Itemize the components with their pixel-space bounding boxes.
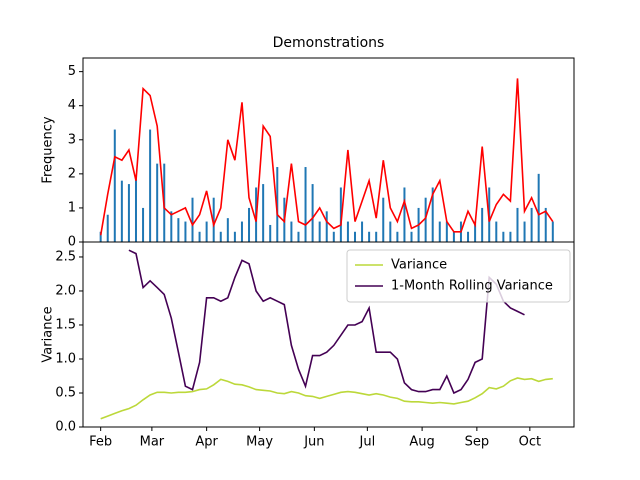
bar [544,207,547,242]
y-tick-label: 2.0 [55,283,76,298]
bar [120,180,123,242]
bar [537,173,540,242]
legend-box [346,249,571,303]
axes-frame [82,241,575,428]
bar [389,221,392,242]
bar [127,184,130,242]
bar [495,221,498,242]
bar [106,214,109,242]
bar [368,231,371,242]
y-tick-label: 1 [68,200,76,215]
bar [452,231,455,242]
x-tick-label: Oct [519,435,541,450]
bar [502,231,505,242]
bar [353,231,356,242]
y-tick-label: 2 [68,166,76,181]
bar [184,221,187,242]
bar [170,211,173,242]
x-tick-label: Mar [140,435,165,450]
bar [226,218,229,242]
bar [311,184,314,242]
y-tick-label: 1.0 [55,351,76,366]
bar [523,221,526,242]
bar [375,231,378,242]
line-series [128,249,525,395]
line-series [99,78,554,236]
bar [233,231,236,242]
bar [113,129,116,242]
bar [339,187,342,242]
bar [191,197,194,242]
bar [474,221,477,242]
legend-label: 1-Month Rolling Variance [391,279,553,294]
bar [509,231,512,242]
x-tick-label: May [246,435,273,450]
plot-area [99,78,554,242]
y-tick-label: 0 [68,235,76,250]
bar [481,207,484,242]
bar [156,163,159,242]
y-axis-label: Frequency [41,116,56,183]
bar [396,231,399,242]
bar [551,221,554,242]
bar [177,218,180,242]
bar [248,207,251,242]
bar [198,231,201,242]
bar [403,187,406,242]
x-tick-label: Aug [409,435,434,450]
bar [269,224,272,242]
bar [240,221,243,242]
bar [467,231,470,242]
bar [149,129,152,242]
bar [361,221,364,242]
y-tick-label: 4 [68,98,76,113]
bar [431,187,434,242]
x-tick-label: Apr [195,435,218,450]
bar [290,221,293,242]
bar [99,231,102,242]
plot-area [100,249,553,420]
bar [276,167,279,242]
bar [318,221,321,242]
y-axis-label: Variance [41,306,56,362]
bar [445,221,448,242]
bar [219,231,222,242]
y-tick-label: 5 [68,64,76,79]
x-tick-label: Jun [303,435,324,450]
bar [304,167,307,242]
bar [205,221,208,242]
bar [516,207,519,242]
x-tick-label: Feb [89,435,112,450]
y-tick-label: 0.0 [55,420,76,435]
bar [332,231,335,242]
legend-label: Variance [391,258,447,273]
y-tick-label: 3 [68,132,76,147]
y-tick-label: 1.5 [55,317,76,332]
bar [424,197,427,242]
bar [438,221,441,242]
y-tick-label: 2.5 [55,249,76,264]
y-tick-label: 0.5 [55,385,76,400]
chart-title: Demonstrations [273,35,385,51]
bar [530,207,533,242]
bar [297,231,300,242]
bar [212,197,215,242]
bar [142,207,145,242]
bar [325,211,328,242]
bar [134,177,137,242]
bar [262,184,265,242]
bar [346,221,349,242]
bar [410,231,413,242]
x-tick-label: Jul [359,435,376,450]
x-tick-label: Sep [465,435,490,450]
line-series [100,377,553,420]
bar [382,197,385,242]
